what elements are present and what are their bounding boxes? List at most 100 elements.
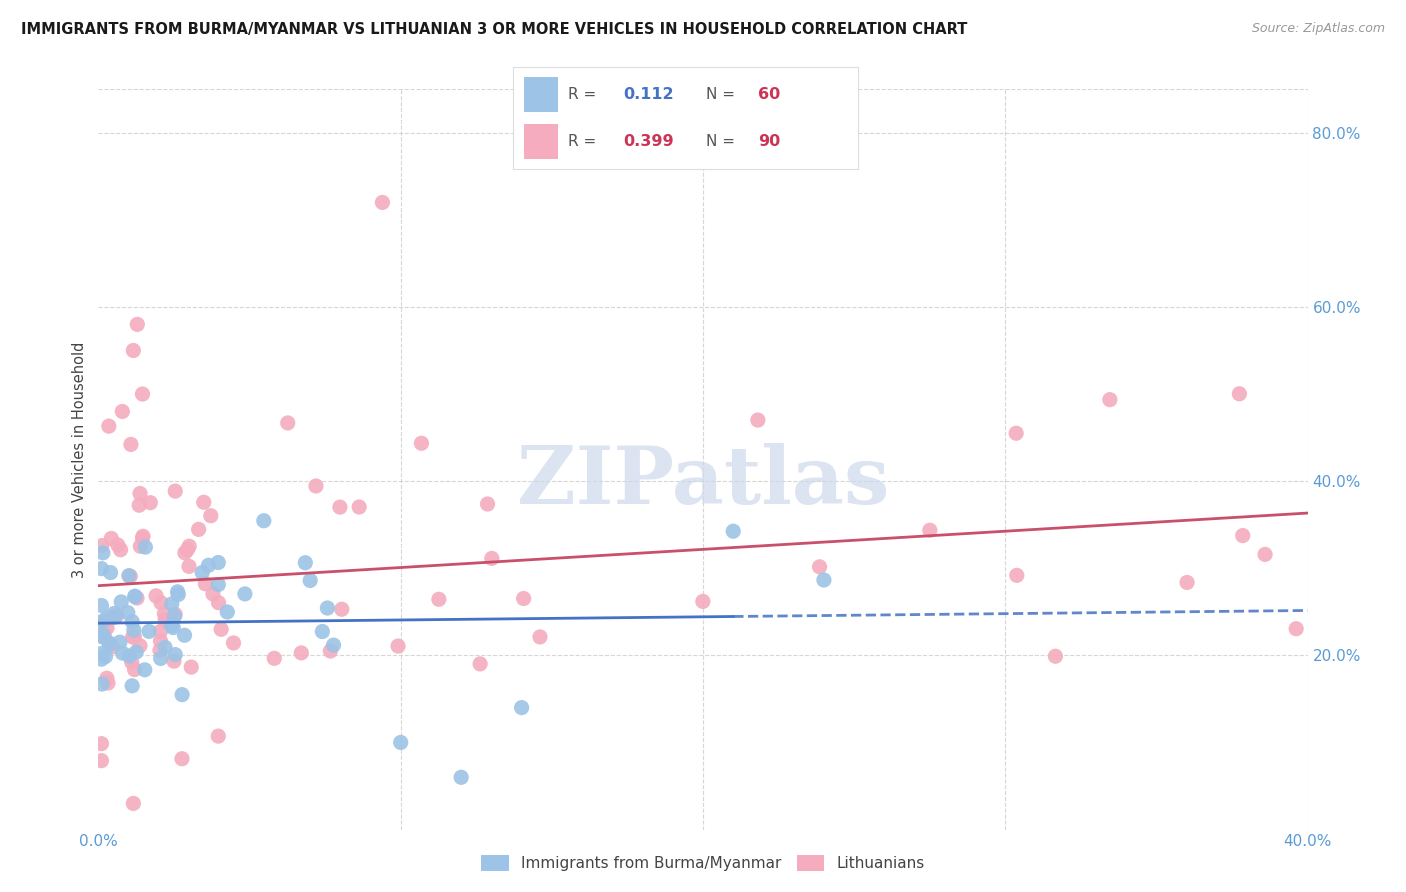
Point (1254, 548, 1277, 562)
Point (217, 605, 239, 619)
Point (692, 594, 714, 608)
Point (371, 195, 394, 210)
Point (723, 524, 745, 539)
Point (165, 648, 187, 662)
Point (163, 609, 186, 624)
Point (222, 636, 245, 650)
Point (311, 624, 333, 639)
Point (1175, 575, 1198, 590)
Point (153, 607, 176, 621)
Point (177, 559, 200, 574)
Text: Source: ZipAtlas.com: Source: ZipAtlas.com (1251, 22, 1385, 36)
Point (90, 615, 112, 629)
Point (107, 538, 129, 552)
Point (94, 614, 117, 628)
Point (155, 615, 177, 629)
Point (162, 621, 184, 635)
Point (129, 486, 152, 500)
Point (131, 531, 153, 545)
Text: N =: N = (706, 135, 740, 149)
Point (122, 797, 145, 811)
Point (111, 404, 134, 418)
Point (91, 546, 114, 560)
Point (128, 498, 150, 512)
Point (127, 318, 149, 332)
Point (91, 630, 114, 644)
Point (121, 679, 143, 693)
Point (96, 671, 118, 685)
Point (153, 640, 176, 655)
Point (329, 500, 352, 515)
Point (138, 624, 160, 639)
Point (129, 539, 152, 553)
Text: R =: R = (568, 135, 602, 149)
Point (129, 639, 152, 653)
Point (118, 648, 141, 663)
Point (209, 622, 232, 636)
Point (813, 573, 835, 587)
Point (96, 611, 118, 625)
Point (134, 663, 156, 677)
Point (124, 589, 146, 603)
Text: ZIPatlas: ZIPatlas (517, 442, 889, 521)
Point (149, 624, 172, 639)
Text: IMMIGRANTS FROM BURMA/MYANMAR VS LITHUANIAN 3 OR MORE VEHICLES IN HOUSEHOLD CORR: IMMIGRANTS FROM BURMA/MYANMAR VS LITHUAN… (21, 22, 967, 37)
Point (191, 566, 214, 580)
Point (170, 752, 193, 766)
Point (124, 590, 146, 604)
Point (290, 646, 312, 660)
Point (389, 735, 412, 749)
Point (98, 637, 121, 651)
Point (165, 484, 187, 499)
Point (90, 652, 112, 666)
Point (120, 569, 142, 583)
Point (233, 587, 256, 601)
Point (125, 645, 148, 659)
Point (1005, 568, 1028, 582)
Point (201, 587, 224, 601)
Point (98, 636, 121, 650)
Point (477, 497, 499, 511)
Point (1232, 528, 1254, 542)
Point (808, 559, 831, 574)
Text: 60: 60 (758, 87, 780, 102)
Point (103, 607, 125, 621)
Point (132, 529, 155, 543)
Point (103, 610, 125, 624)
Point (319, 644, 342, 658)
Point (172, 688, 194, 702)
Point (145, 589, 167, 603)
Point (194, 576, 217, 591)
Point (131, 387, 153, 401)
Point (124, 630, 146, 644)
Point (166, 584, 188, 599)
Point (330, 602, 353, 616)
Point (153, 613, 176, 627)
Point (124, 663, 146, 677)
Point (149, 643, 172, 657)
Point (747, 413, 769, 427)
Point (510, 700, 533, 714)
Point (529, 630, 551, 644)
Point (122, 343, 145, 358)
Point (173, 546, 195, 560)
Point (427, 592, 450, 607)
Point (101, 640, 124, 654)
Point (167, 588, 190, 602)
Point (90, 599, 112, 613)
Point (299, 574, 322, 588)
Point (90, 754, 112, 768)
Point (193, 495, 215, 509)
Point (90, 737, 112, 751)
Point (134, 540, 156, 554)
Point (96, 621, 118, 635)
Point (1227, 386, 1250, 401)
Point (93, 631, 115, 645)
Point (450, 770, 472, 784)
Point (187, 522, 209, 536)
Point (263, 651, 285, 665)
Point (125, 591, 148, 605)
Point (294, 556, 316, 570)
Point (90, 561, 112, 575)
Point (149, 651, 172, 665)
